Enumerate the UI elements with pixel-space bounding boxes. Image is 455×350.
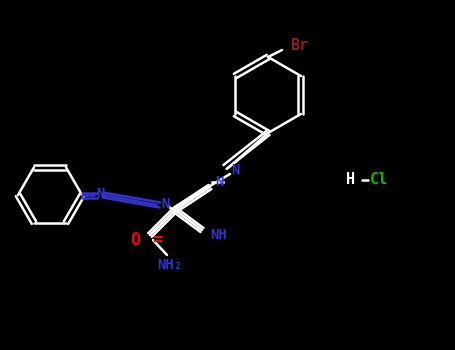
Text: N: N [161,197,169,211]
Text: NH₂: NH₂ [157,258,182,272]
Text: Cl: Cl [370,173,388,188]
Text: N: N [215,175,223,189]
Text: O: O [130,231,140,249]
Text: Br: Br [290,37,308,52]
Text: N: N [96,187,104,201]
Text: NH: NH [210,228,227,242]
Text: =: = [152,231,162,249]
Text: H: H [346,173,355,188]
Text: N: N [231,163,239,177]
